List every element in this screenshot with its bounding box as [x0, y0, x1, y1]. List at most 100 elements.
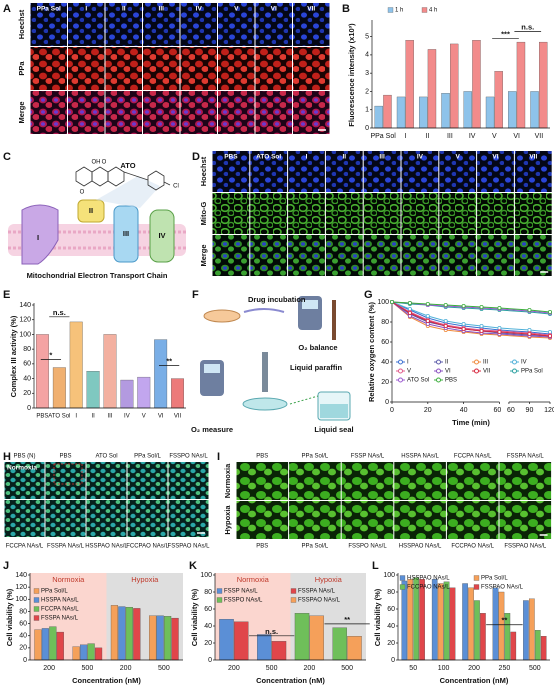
oxygen-setup [200, 296, 351, 421]
legend-marker [512, 359, 517, 365]
micrograph [212, 193, 250, 234]
x-tick-label: 200 [120, 665, 132, 672]
data-point [497, 329, 502, 334]
bar [219, 619, 234, 661]
column-header: FSSP NAs/L [351, 454, 385, 460]
column-footer: FCCPAO NAs/L [126, 544, 169, 550]
panel-label: C [3, 151, 11, 163]
micrograph [255, 3, 292, 46]
legend-marker [474, 359, 479, 365]
complex-label: IV [158, 231, 165, 240]
ato-structure [75, 166, 171, 191]
data-point [443, 318, 448, 323]
micrograph [4, 500, 45, 537]
step-label: O₂ measure [191, 425, 233, 434]
legend-label: PPa Sol [521, 369, 543, 375]
micrograph [180, 47, 217, 90]
y-tick-label: 60 [387, 606, 395, 613]
step-label: O₂ balance [298, 343, 337, 352]
legend-label: VII [483, 369, 491, 375]
y-axis-title: Cell viability (%) [5, 588, 14, 646]
bar [449, 587, 456, 661]
y-tick-label: 1 [365, 107, 369, 114]
legend-label: V [407, 369, 411, 375]
x-tick-label: 60 [494, 407, 502, 414]
annotation: ** [501, 616, 507, 625]
seal-liquid [320, 404, 348, 418]
y-tick-label: 3 [365, 70, 369, 77]
micrograph [218, 91, 255, 134]
bar [347, 636, 362, 661]
column-header: I [306, 154, 308, 161]
group-label: Normoxia [52, 575, 85, 584]
x-tick-label: 500 [341, 665, 353, 672]
y-tick-label: 80 [387, 589, 395, 596]
annotation: n.s. [53, 308, 66, 317]
legend-swatch [290, 588, 297, 594]
panel-label: H [3, 451, 11, 463]
legend-swatch [290, 597, 297, 603]
micrograph [180, 3, 217, 46]
x-tick-label: 200 [43, 665, 55, 672]
y-axis-title: Cell viability (%) [373, 588, 382, 646]
y-tick-label: 80 [204, 589, 212, 596]
column-header: VI [271, 6, 277, 13]
bar [539, 41, 548, 129]
legend-swatch [421, 7, 428, 13]
column-footer: FSSPO NAs/L [348, 544, 387, 550]
bar [463, 91, 472, 129]
bar [419, 96, 428, 129]
x-tick-label: III [447, 133, 453, 140]
bar [474, 600, 480, 661]
data-point [548, 309, 553, 314]
legend-swatch [216, 588, 223, 594]
bar [86, 371, 100, 409]
legend-swatch [33, 615, 40, 621]
bar [87, 643, 95, 661]
column-header: FSSPA NAs/L [507, 454, 545, 460]
bar [118, 606, 126, 661]
complex-ii [77, 199, 105, 223]
row-label: Normoxia [223, 463, 232, 498]
step-label: Liquid seal [314, 425, 353, 434]
micrograph [168, 500, 209, 537]
data-point [479, 304, 484, 309]
micrograph [401, 193, 439, 234]
y-tick-label: 40 [387, 623, 395, 630]
row-label: Mito-G [199, 201, 208, 225]
screen [204, 364, 220, 373]
column-header: I [85, 6, 87, 13]
legend-marker [436, 359, 441, 365]
column-header: PBS [59, 454, 71, 460]
complex-iii [113, 205, 139, 263]
y-tick-label: 60 [381, 339, 389, 346]
panel-label: E [3, 289, 10, 301]
x-tick-label: 100 [438, 665, 450, 672]
y-tick-label: 20 [204, 640, 212, 647]
data-point [389, 299, 394, 304]
micrograph [218, 47, 255, 90]
y-tick-label: 40 [23, 375, 31, 382]
y-tick-label: 4 [365, 52, 369, 59]
bar [431, 579, 438, 661]
bar [462, 583, 468, 661]
condition-tag: Normoxia [7, 465, 37, 472]
complex-i [21, 204, 59, 265]
legend-swatch [33, 606, 40, 612]
legend-label: PPa Sol/L [481, 576, 508, 582]
legend-label: FSSPAO NAs/L [298, 598, 341, 604]
y-tick-label: 80 [381, 319, 389, 326]
complex-label: I [37, 233, 39, 242]
micrograph [363, 193, 401, 234]
bar [309, 615, 324, 661]
data-point [407, 310, 412, 315]
x-tick-label: PPa Sol [370, 133, 396, 140]
x-tick-label: VI [513, 133, 520, 140]
legend-swatch [399, 575, 406, 581]
micrograph [439, 151, 477, 192]
x-tick-label: PBS [36, 414, 48, 420]
x-tick-label: IV [124, 414, 130, 420]
column-footer: PPa Sol/L [302, 544, 329, 550]
column-header: III [159, 6, 165, 13]
y-tick-label: 0 [365, 125, 369, 132]
